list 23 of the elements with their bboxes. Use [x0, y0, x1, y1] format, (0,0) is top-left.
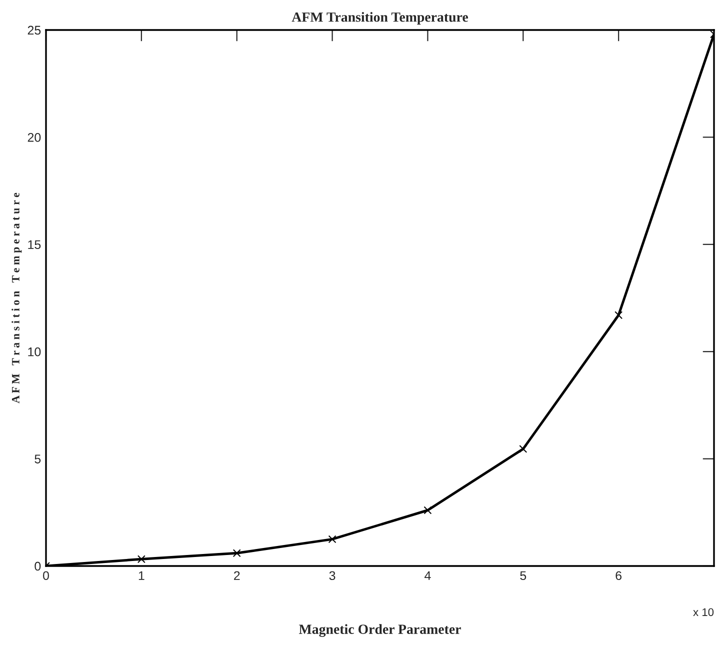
text: x 10 [693, 608, 714, 616]
x-tick-label: 1 [138, 571, 144, 580]
y-axis-title: A F M T r a n s i t i o n T e m p e r a t u r e [12, 192, 22, 404]
x-tick-label: 2 [234, 571, 240, 580]
point [328, 535, 336, 544]
y-tick-label: 10 [28, 347, 41, 356]
point [424, 506, 432, 514]
point [614, 311, 623, 320]
y-tick-label: 20 [28, 133, 41, 142]
x-tick-label: 3 [329, 571, 336, 580]
x-tick-label: 0 [43, 571, 49, 580]
x-tick-label: 4 [424, 571, 431, 580]
x-tick-label: 5 [520, 571, 526, 580]
chart-title: AFM Transition Temperature [292, 12, 468, 25]
point [137, 555, 146, 564]
y-tick-label: 0 [34, 562, 41, 571]
y-tick-label: 5 [34, 454, 41, 464]
y-tick-label: 25 [28, 26, 41, 35]
y-tick-label: 15 [28, 240, 41, 250]
x-tick-label: 6 [616, 571, 622, 580]
x-axis-title: Magnetic Order Parameter [298, 624, 461, 637]
point [519, 444, 528, 453]
point [232, 549, 241, 558]
